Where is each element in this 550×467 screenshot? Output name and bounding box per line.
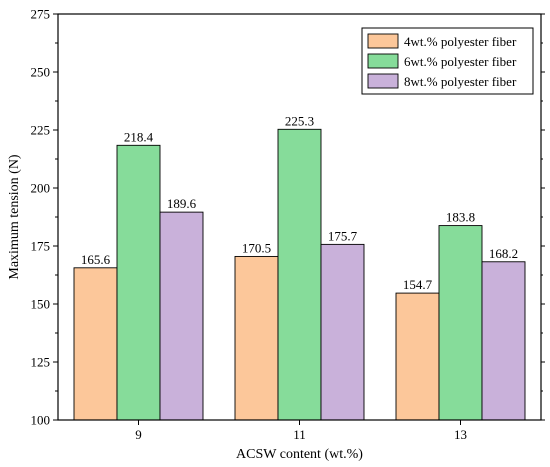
y-tick-label: 200: [31, 181, 51, 196]
bar-series2-cat2: [481, 261, 526, 421]
data-label-series2-cat1: 175.7: [328, 228, 358, 243]
x-tick-label: 9: [135, 427, 142, 442]
y-tick-label: 125: [31, 355, 51, 370]
data-label-series0-cat1: 170.5: [242, 240, 271, 255]
bar-series0-cat1: [234, 255, 279, 421]
data-label-series1-cat1: 225.3: [285, 113, 314, 128]
legend-label-1: 6wt.% polyester fiber: [404, 54, 517, 69]
y-tick-label: 100: [31, 413, 51, 428]
data-label-series0-cat2: 154.7: [403, 277, 433, 292]
y-axis-title: Maximum tension (N): [7, 154, 22, 280]
data-label-series2-cat2: 168.2: [489, 246, 518, 261]
legend-swatch-1: [367, 53, 399, 69]
legend-swatch-2: [367, 73, 399, 89]
bar-series2-cat0: [159, 211, 204, 421]
y-tick-label: 150: [31, 297, 51, 312]
data-label-series0-cat0: 165.6: [81, 252, 111, 267]
legend: 4wt.% polyester fiber 6wt.% polyester fib…: [361, 27, 534, 95]
bar-series2-cat1: [320, 243, 365, 421]
x-tick-label: 13: [454, 427, 467, 442]
y-tick-label: 250: [31, 65, 51, 80]
data-label-series2-cat0: 189.6: [167, 196, 197, 211]
data-label-series1-cat2: 183.8: [446, 210, 475, 225]
legend-swatch-0: [367, 33, 399, 49]
y-axis: 100 125 150 175 200 225 250 275: [31, 7, 545, 428]
y-tick-label: 225: [31, 123, 51, 138]
data-label-series1-cat0: 218.4: [124, 129, 154, 144]
y-tick-label: 275: [31, 7, 51, 22]
bar-series0-cat2: [395, 292, 440, 421]
data-labels-layer: 165.6 170.5 154.7 218.4 225.3 183.8 189.6 175.7…: [81, 113, 518, 292]
x-axis-title: ACSW content (wt.%): [236, 447, 363, 462]
bar-series1-cat1: [277, 128, 322, 421]
bar-series0-cat0: [73, 267, 118, 421]
bar-series1-cat2: [438, 225, 483, 421]
legend-label-2: 8wt.% polyester fiber: [404, 74, 517, 89]
bars-layer: [73, 128, 526, 421]
legend-label-0: 4wt.% polyester fiber: [404, 34, 517, 49]
y-tick-label: 175: [31, 239, 51, 254]
x-tick-label: 11: [293, 427, 306, 442]
x-axis: 9 11 13: [135, 420, 467, 442]
bar-series1-cat0: [116, 144, 161, 421]
